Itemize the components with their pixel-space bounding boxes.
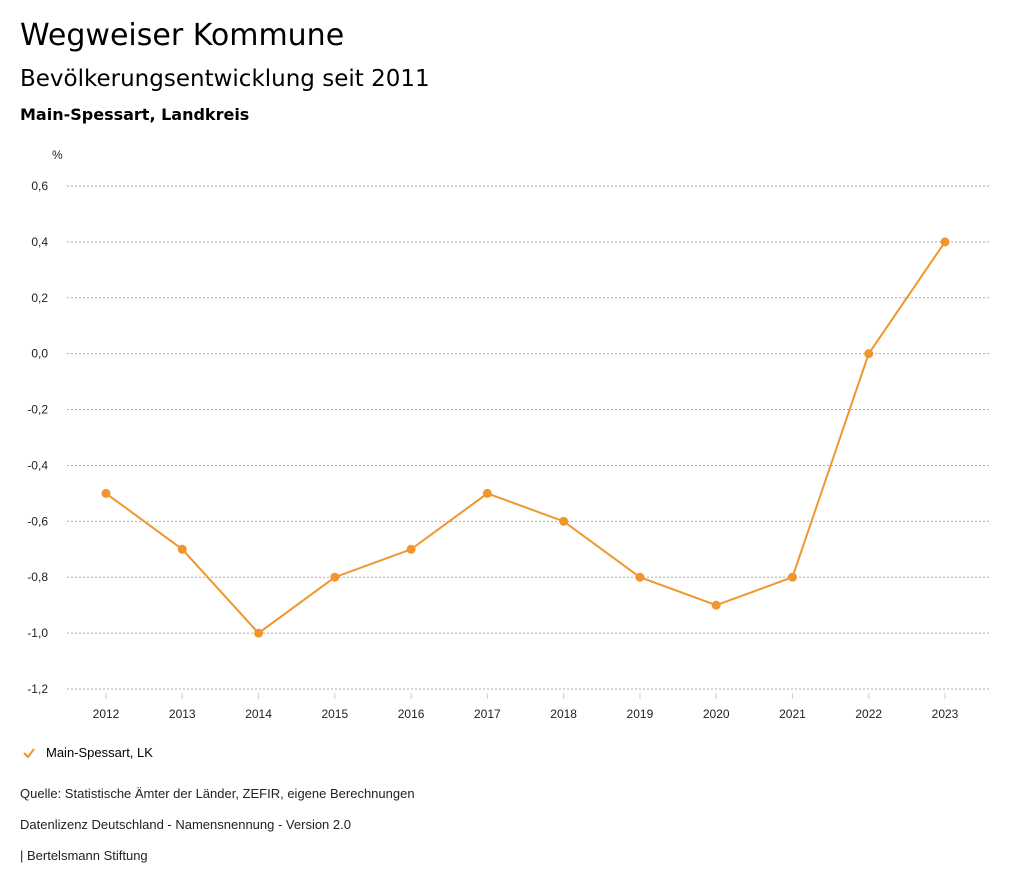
data-point bbox=[864, 349, 874, 359]
check-icon bbox=[23, 747, 35, 759]
data-point bbox=[940, 237, 950, 247]
y-tick-label: 0,2 bbox=[31, 291, 48, 305]
legend-item[interactable]: Main-Spessart, LK bbox=[22, 745, 153, 760]
license-note: Datenlizenz Deutschland - Namensnennung … bbox=[20, 817, 351, 832]
data-point bbox=[787, 572, 797, 582]
series-line bbox=[105, 241, 946, 635]
data-point bbox=[177, 544, 187, 554]
page-title: Wegweiser Kommune bbox=[20, 18, 345, 53]
y-tick-label: 0,6 bbox=[31, 179, 48, 193]
y-tick-label: 0,4 bbox=[31, 235, 48, 249]
y-tick-label: -0,4 bbox=[27, 458, 48, 472]
x-tick-label: 2020 bbox=[703, 707, 730, 721]
y-tick-label: -1,0 bbox=[27, 626, 48, 640]
x-tick-label: 2022 bbox=[855, 707, 882, 721]
x-tick-label: 2016 bbox=[398, 707, 425, 721]
data-point bbox=[711, 600, 721, 610]
x-tick-label: 2013 bbox=[169, 707, 196, 721]
y-tick-label: -0,8 bbox=[27, 570, 48, 584]
region-name: Main-Spessart, Landkreis bbox=[20, 105, 250, 124]
x-tick-label: 2017 bbox=[474, 707, 501, 721]
x-tick-label: 2021 bbox=[779, 707, 806, 721]
data-point bbox=[635, 572, 645, 582]
x-tick-label: 2018 bbox=[550, 707, 577, 721]
x-tick-label: 2023 bbox=[932, 707, 959, 721]
credit-note: | Bertelsmann Stiftung bbox=[20, 848, 148, 863]
y-tick-label: -1,2 bbox=[27, 682, 48, 696]
x-tick-label: 2014 bbox=[245, 707, 272, 721]
x-tick-label: 2019 bbox=[627, 707, 654, 721]
data-point bbox=[482, 488, 492, 498]
y-axis-unit: % bbox=[52, 148, 63, 162]
source-note: Quelle: Statistische Ämter der Länder, Z… bbox=[20, 786, 415, 801]
data-point bbox=[559, 516, 569, 526]
y-tick-label: -0,2 bbox=[27, 403, 48, 417]
x-tick-label: 2015 bbox=[321, 707, 348, 721]
legend-label: Main-Spessart, LK bbox=[46, 745, 153, 760]
data-point bbox=[101, 488, 111, 498]
chart-subtitle: Bevölkerungsentwicklung seit 2011 bbox=[20, 66, 430, 92]
data-point bbox=[254, 628, 264, 638]
y-tick-label: -0,6 bbox=[27, 514, 48, 528]
y-tick-label: 0,0 bbox=[31, 347, 48, 361]
x-tick-label: 2012 bbox=[93, 707, 120, 721]
data-point bbox=[406, 544, 416, 554]
data-point bbox=[330, 572, 340, 582]
